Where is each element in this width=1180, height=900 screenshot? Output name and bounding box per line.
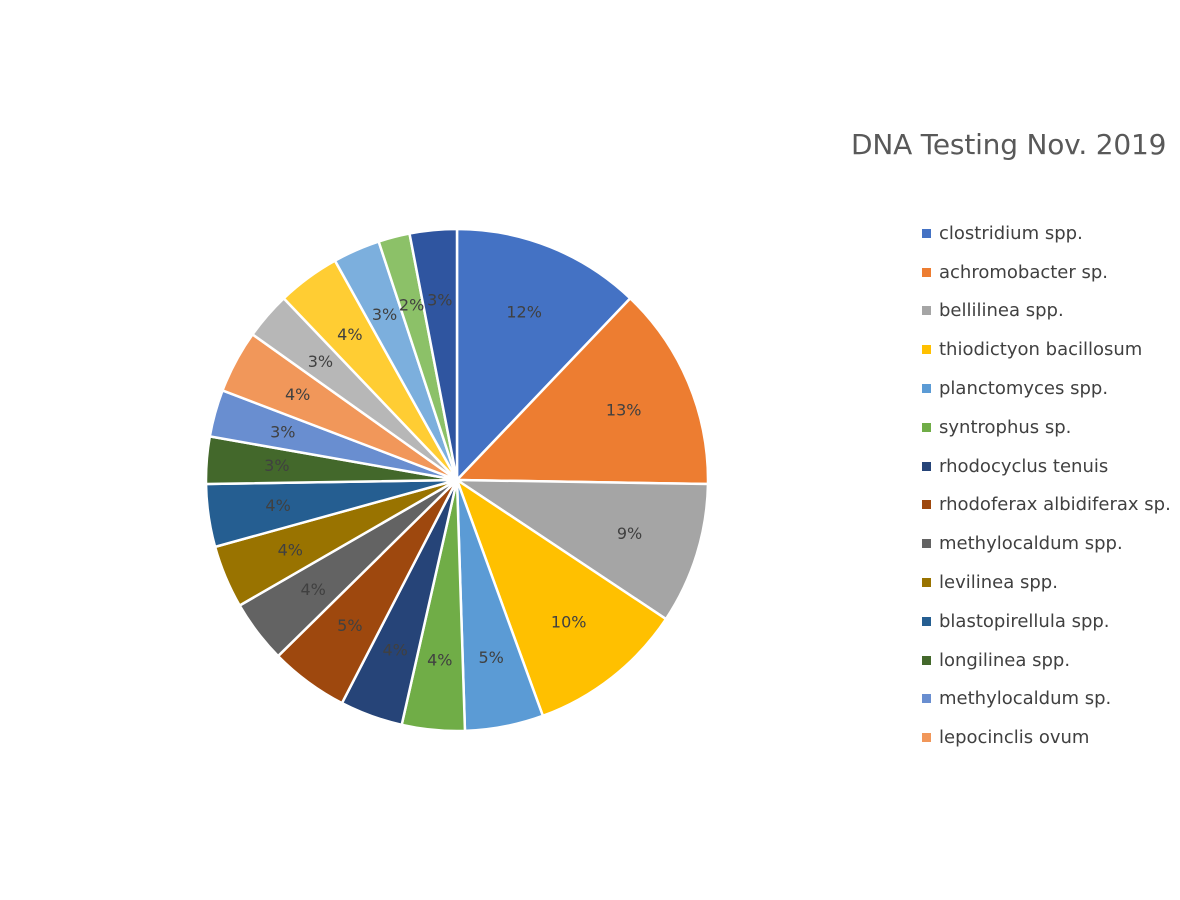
- pie-data-label-17: 3%: [372, 305, 397, 324]
- legend-label: thiodictyon bacillosum: [939, 339, 1143, 361]
- pie-data-label-15: 3%: [308, 352, 333, 371]
- legend-item: thiodictyon bacillosum: [922, 330, 1171, 369]
- pie-data-label-12: 3%: [264, 456, 289, 475]
- legend-item: planctomyces spp.: [922, 369, 1171, 408]
- legend-label: lepocinclis ovum: [939, 727, 1090, 749]
- pie-data-label-13: 3%: [270, 422, 295, 441]
- pie-slice-4: [455, 478, 668, 718]
- pie-data-label-7: 4%: [382, 640, 407, 659]
- pie-slice-19: [408, 227, 459, 482]
- pie-data-labels: 12%13%9%10%5%4%4%5%4%4%4%3%3%4%3%4%3% 2% 3…: [264, 291, 642, 670]
- legend-item: syntrophus sp.: [922, 408, 1171, 447]
- pie-data-label-11: 4%: [265, 496, 290, 515]
- legend-label: blastopirellula spp.: [939, 610, 1110, 632]
- legend-label: rhodoferax albidiferax sp.: [939, 494, 1171, 516]
- legend: clostridium spp. achromobacter sp. bellili…: [922, 214, 1171, 757]
- legend-swatch: [922, 733, 931, 743]
- legend-item: clostridium spp.: [922, 214, 1171, 253]
- legend-label: achromobacter sp.: [939, 261, 1109, 283]
- pie-data-label-8: 5%: [337, 616, 362, 635]
- pie-data-label-14: 4%: [285, 385, 310, 404]
- pie-slices: [204, 227, 710, 733]
- legend-swatch: [922, 228, 931, 238]
- legend-label: syntrophus sp.: [939, 416, 1072, 438]
- legend-item: levilinea spp.: [922, 563, 1171, 602]
- pie-data-label-2: 13%: [606, 401, 642, 420]
- pie-data-label-19: 3%: [427, 291, 452, 310]
- chart-title: DNA Testing Nov. 2019: [851, 128, 1167, 161]
- pie-data-label-10: 4%: [278, 540, 303, 559]
- legend-swatch: [922, 655, 931, 665]
- legend-swatch: [922, 384, 931, 394]
- legend-swatch: [922, 461, 931, 471]
- legend-swatch: [922, 616, 931, 626]
- legend-label: longilinea spp.: [939, 649, 1071, 671]
- legend-item: bellilinea spp.: [922, 292, 1171, 331]
- legend-item: rhodocyclus tenuis: [922, 447, 1171, 486]
- legend-item: methylocaldum spp.: [922, 524, 1171, 563]
- legend-item: longilinea spp.: [922, 641, 1171, 680]
- legend-label: methylocaldum sp.: [939, 688, 1112, 710]
- legend-item: lepocinclis ovum: [922, 718, 1171, 757]
- legend-swatch: [922, 539, 931, 549]
- legend-item: blastopirellula spp.: [922, 602, 1171, 641]
- legend-label: clostridium spp.: [939, 222, 1083, 244]
- pie-data-label-9: 4%: [300, 580, 325, 599]
- pie-data-label-5: 5%: [479, 648, 504, 667]
- legend-swatch: [922, 422, 931, 432]
- legend-label: methylocaldum spp.: [939, 533, 1123, 555]
- pie-slice-1: [455, 227, 632, 482]
- legend-swatch: [922, 306, 931, 316]
- legend-label: planctomyces spp.: [939, 378, 1109, 400]
- legend-label: bellilinea spp.: [939, 300, 1064, 322]
- pie-slice-2: [455, 297, 710, 486]
- pie-data-label-4: 10%: [551, 613, 587, 632]
- legend-label: rhodocyclus tenuis: [939, 455, 1109, 477]
- legend-swatch: [922, 267, 931, 277]
- legend-item: achromobacter sp.: [922, 253, 1171, 292]
- pie-slice-3: [455, 478, 710, 621]
- legend-label: levilinea spp.: [939, 572, 1058, 594]
- legend-swatch: [922, 500, 931, 510]
- legend-swatch: [922, 345, 931, 355]
- legend-item: methylocaldum sp.: [922, 680, 1171, 719]
- legend-swatch: [922, 578, 931, 588]
- legend-swatch: [922, 694, 931, 704]
- pie-data-label-16: 4%: [337, 325, 362, 344]
- pie-data-label-1: 12%: [506, 303, 542, 322]
- legend-item: rhodoferax albidiferax sp.: [922, 486, 1171, 525]
- pie-data-label-3: 9%: [617, 524, 642, 543]
- pie-data-label-6: 4%: [427, 650, 452, 669]
- pie-data-label-18: 2%: [399, 296, 424, 315]
